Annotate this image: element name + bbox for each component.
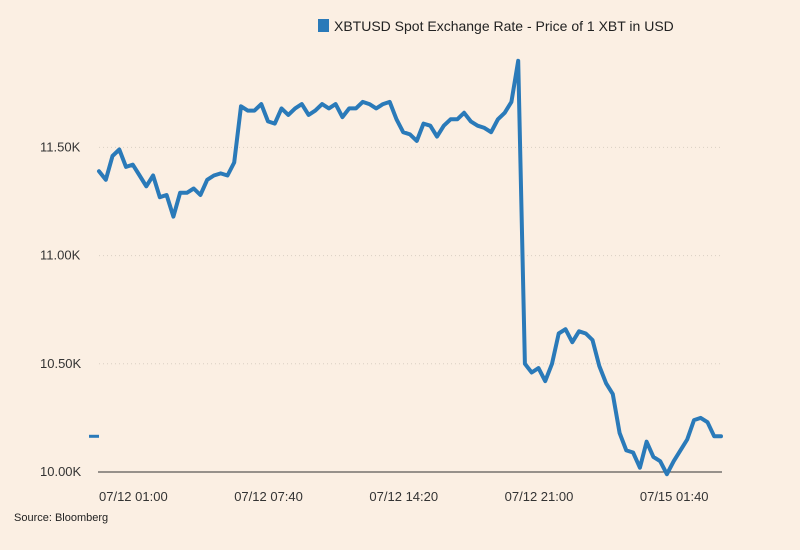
series-group [97,58,723,477]
x-tick-label: 07/12 01:00 [99,489,168,504]
series-line [97,58,723,477]
y-tick-label: 10.50K [40,356,82,371]
y-tick-label: 10.00K [40,464,82,479]
gridlines [99,146,721,365]
x-tick-label: 07/12 14:20 [369,489,438,504]
x-tick-label: 07/12 21:00 [505,489,574,504]
legend: XBTUSD Spot Exchange Rate - Price of 1 X… [318,18,674,34]
y-axis: 10.00K 10.50K 11.00K 11.50K [40,139,82,479]
y-tick-label: 11.00K [40,248,81,263]
legend-label: XBTUSD Spot Exchange Rate - Price of 1 X… [334,18,674,34]
legend-swatch [318,19,329,32]
y-tick-label: 11.50K [40,139,81,154]
x-tick-label: 07/15 01:40 [640,489,709,504]
x-tick-label: 07/12 07:40 [234,489,303,504]
x-axis: 07/12 01:00 07/12 07:40 07/12 14:20 07/12 2… [99,489,709,504]
source-note: Source: Bloomberg [14,512,108,524]
